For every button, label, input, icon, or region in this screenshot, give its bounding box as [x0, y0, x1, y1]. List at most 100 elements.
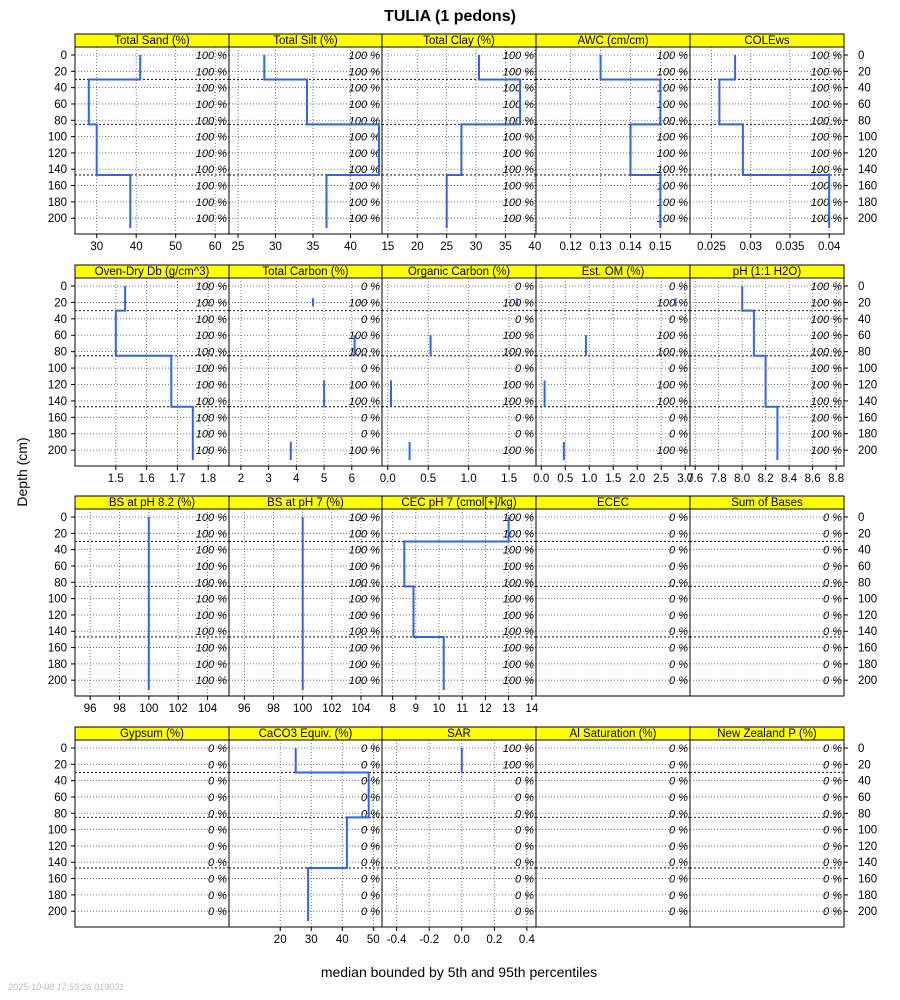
depth-tick-label: 180: [858, 659, 877, 671]
percent-label: 0 %: [823, 776, 842, 788]
panel-title: pH (1:1 H2O): [733, 266, 802, 278]
percent-label: 100 %: [503, 297, 534, 309]
depth-tick-label: 100: [48, 363, 67, 375]
percent-label: 100 %: [503, 445, 534, 457]
percent-label: 100 %: [811, 445, 842, 457]
depth-tick-label: 180: [48, 197, 67, 209]
x-tick-label: 3.0: [677, 473, 693, 485]
median-line: [263, 55, 380, 228]
percent-label: 100 %: [349, 330, 380, 342]
percent-label: 100 %: [196, 115, 227, 127]
percent-label: 0 %: [515, 412, 534, 424]
depth-tick-label: 180: [48, 429, 67, 441]
percent-label: 0 %: [208, 759, 227, 771]
percent-label: 100 %: [196, 379, 227, 391]
percent-label: 0 %: [208, 906, 227, 918]
x-tick-label: 40: [130, 241, 143, 253]
depth-tick-label: 80: [54, 115, 67, 127]
percent-label: 0 %: [361, 874, 380, 886]
median-line: [294, 748, 370, 921]
panel-20: New Zealand P (%) 0 % 0 % 0 % 0 % 0 % 0 % 0 % 0 …: [689, 726, 877, 928]
percent-label: 100 %: [503, 626, 534, 638]
x-tick-label: 0.13: [589, 241, 611, 253]
x-tick-label: -0.2: [419, 934, 439, 946]
x-tick-label: 1.0: [461, 473, 477, 485]
x-tick-label: 50: [367, 934, 380, 946]
percent-label: 100 %: [657, 347, 688, 359]
percent-label: 100 %: [349, 213, 380, 225]
percent-label: 100 %: [503, 561, 534, 573]
x-tick-label: 10: [433, 703, 446, 715]
panel-title: Organic Carbon (%): [408, 266, 510, 278]
percent-label: 100 %: [811, 164, 842, 176]
percent-label: 100 %: [503, 99, 534, 111]
x-tick-label: 98: [113, 703, 126, 715]
x-tick-label: 40: [528, 241, 541, 253]
panel-title: COLEws: [744, 35, 790, 47]
percent-label: 0 %: [669, 874, 688, 886]
depth-tick-label: 20: [858, 528, 871, 540]
panel-title: AWC (cm/cm): [577, 35, 648, 47]
x-tick-label: 1.6: [139, 473, 155, 485]
panel-4: AWC (cm/cm) 0.12 0.13 0.14 0.15 100 % 100 % 100…: [535, 33, 691, 253]
percent-label: 100 %: [196, 643, 227, 655]
percent-label: 100 %: [503, 115, 534, 127]
percent-label: 100 %: [349, 528, 380, 540]
x-tick-label: 0.4: [519, 934, 536, 946]
depth-tick-label: 60: [858, 792, 871, 804]
depth-tick-label: 40: [858, 545, 871, 557]
depth-tick-label: 140: [48, 626, 67, 638]
depth-tick-label: 180: [48, 890, 67, 902]
depth-tick-label: 100: [858, 132, 877, 144]
percent-label: 0 %: [823, 874, 842, 886]
percent-label: 100 %: [811, 314, 842, 326]
percent-label: 0 %: [208, 743, 227, 755]
x-tick-label: 40: [336, 934, 349, 946]
depth-tick-label: 40: [858, 83, 871, 95]
x-tick-label: 40: [344, 241, 357, 253]
panel-frame: [535, 508, 691, 697]
percent-label: 100 %: [196, 659, 227, 671]
y-axis-label: Depth (cm): [14, 437, 30, 506]
depth-tick-label: 100: [48, 132, 67, 144]
panel-title: Gypsum (%): [120, 728, 184, 740]
percent-label: 100 %: [811, 115, 842, 127]
percent-label: 100 %: [811, 297, 842, 309]
percent-label: 0 %: [823, 743, 842, 755]
figure-title: TULIA (1 pedons): [384, 8, 516, 25]
panel-7: Total Carbon (%) 2 3 4 5 6 0 % 100 % 0 % 100 % 100…: [228, 264, 383, 485]
percent-label: 0 %: [515, 906, 534, 918]
panel-frame: [689, 508, 845, 697]
x-tick-label: 98: [267, 703, 280, 715]
depth-tick-label: 160: [48, 181, 67, 193]
depth-tick-label: 180: [48, 659, 67, 671]
percent-label: 0 %: [823, 561, 842, 573]
percent-label: 100 %: [811, 66, 842, 78]
percent-label: 100 %: [196, 445, 227, 457]
median-line: [599, 55, 662, 228]
depth-tick-label: 160: [858, 412, 877, 424]
percent-label: 0 %: [515, 890, 534, 902]
x-tick-label: 6: [349, 473, 355, 485]
percent-label: 100 %: [503, 643, 534, 655]
x-tick-label: 35: [307, 241, 320, 253]
panel-6: Oven-Dry Db (g/cm^3) 1.5 1.6 1.7 1.8 100 % 100…: [48, 264, 230, 485]
percent-label: 0 %: [669, 577, 688, 589]
depth-tick-label: 20: [54, 297, 67, 309]
percent-label: 100 %: [349, 545, 380, 557]
depth-tick-label: 0: [858, 512, 864, 524]
x-tick-label: 25: [232, 241, 245, 253]
percent-label: 100 %: [349, 50, 380, 62]
percent-label: 100 %: [657, 99, 688, 111]
depth-tick-label: 60: [54, 99, 67, 111]
percent-label: 100 %: [196, 396, 227, 408]
x-tick-label: 30: [90, 241, 103, 253]
x-tick-label: 8.2: [758, 473, 774, 485]
depth-tick-label: 0: [61, 743, 67, 755]
median-line: [87, 55, 142, 228]
percent-label: 100 %: [196, 132, 227, 144]
percent-label: 0 %: [823, 841, 842, 853]
panel-12: BS at pH 7 (%) 96 98 100 102 104 100 % 100 % 100…: [228, 495, 383, 715]
depth-tick-label: 100: [48, 825, 67, 837]
depth-tick-label: 200: [48, 906, 67, 918]
